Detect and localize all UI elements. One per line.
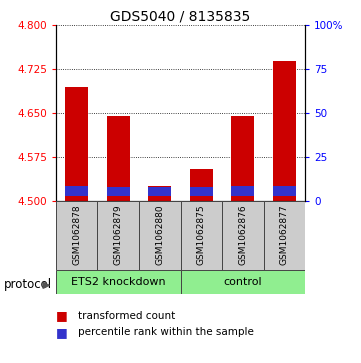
Text: control: control (223, 277, 262, 287)
Text: GSM1062876: GSM1062876 (238, 204, 247, 265)
Bar (107, 117, 130, 201)
Bar (190, 187, 213, 196)
Bar (180, 270, 305, 294)
Bar (222, 201, 264, 270)
Bar (97, 201, 139, 270)
Bar (148, 187, 171, 196)
Text: protocol: protocol (4, 278, 52, 291)
Bar (148, 185, 171, 201)
Bar (273, 185, 296, 196)
Bar (56, 270, 180, 294)
Bar (180, 201, 222, 270)
Bar (56, 201, 97, 270)
Bar (231, 185, 254, 196)
Text: ■: ■ (56, 326, 68, 339)
Bar (139, 201, 180, 270)
Bar (190, 169, 213, 201)
Text: GDS5040 / 8135835: GDS5040 / 8135835 (110, 9, 251, 23)
Bar (273, 61, 296, 201)
Text: GSM1062877: GSM1062877 (280, 204, 289, 265)
Bar (65, 87, 88, 201)
Text: GSM1062875: GSM1062875 (197, 204, 206, 265)
Text: GSM1062880: GSM1062880 (155, 204, 164, 265)
Text: GSM1062879: GSM1062879 (114, 204, 123, 265)
Text: GSM1062878: GSM1062878 (72, 204, 81, 265)
Text: transformed count: transformed count (78, 311, 175, 321)
Bar (231, 117, 254, 201)
Text: percentile rank within the sample: percentile rank within the sample (78, 327, 253, 337)
Bar (107, 187, 130, 196)
Text: ETS2 knockdown: ETS2 knockdown (71, 277, 166, 287)
Text: ■: ■ (56, 309, 68, 322)
Bar (264, 201, 305, 270)
Bar (65, 185, 88, 196)
